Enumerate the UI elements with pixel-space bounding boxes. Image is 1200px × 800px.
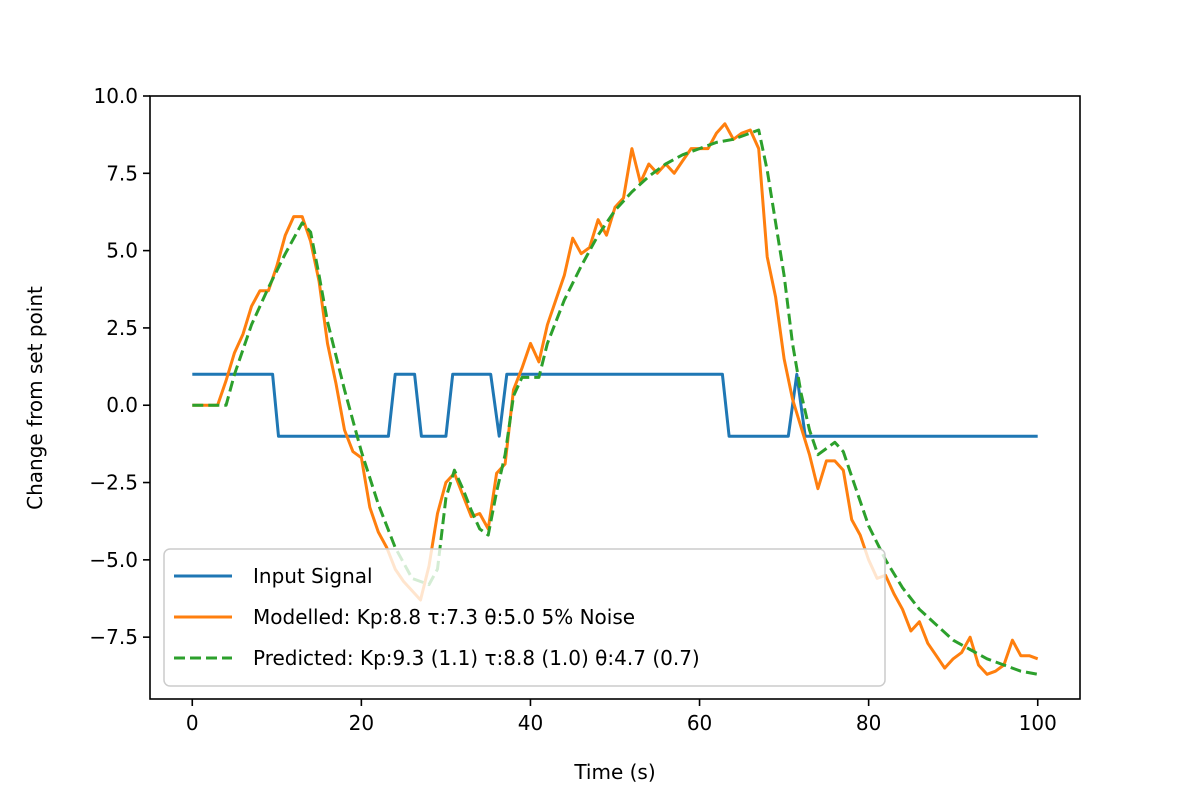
y-axis-label: Change from set point bbox=[23, 286, 47, 510]
y-tick-label: 5.0 bbox=[106, 239, 138, 263]
x-axis-label: Time (s) bbox=[573, 760, 655, 784]
x-tick-label: 40 bbox=[518, 711, 543, 735]
y-tick-label: −2.5 bbox=[89, 471, 138, 495]
x-axis-ticks: 0 20 40 60 80 100 bbox=[186, 699, 1057, 735]
legend-entries: Input Signal Modelled: Kp:8.8 τ:7.3 θ:5.0… bbox=[174, 564, 700, 670]
legend-label-1: Input Signal bbox=[253, 564, 373, 588]
x-tick-label: 20 bbox=[349, 711, 374, 735]
y-tick-label: 10.0 bbox=[93, 84, 138, 108]
legend: Input Signal Modelled: Kp:8.8 τ:7.3 θ:5.0… bbox=[163, 548, 886, 687]
legend-box bbox=[163, 548, 886, 687]
x-tick-label: 80 bbox=[856, 711, 881, 735]
axes-frame bbox=[149, 95, 1081, 700]
x-tick-label: 0 bbox=[186, 711, 199, 735]
plot-lines bbox=[192, 122, 1039, 676]
x-tick-label: 60 bbox=[687, 711, 712, 735]
y-tick-label: 0.0 bbox=[106, 393, 138, 417]
y-tick-label: −7.5 bbox=[89, 625, 138, 649]
series-line-2 bbox=[192, 122, 1039, 676]
y-tick-label: −5.0 bbox=[89, 548, 138, 572]
y-tick-label: 2.5 bbox=[106, 316, 138, 340]
legend-label-3: Predicted: Kp:9.3 (1.1) τ:8.8 (1.0) θ:4.… bbox=[253, 646, 700, 670]
legend-label-2: Modelled: Kp:8.8 τ:7.3 θ:5.0 5% Noise bbox=[253, 605, 635, 629]
x-tick-label: 100 bbox=[1019, 711, 1057, 735]
y-tick-label: 7.5 bbox=[106, 161, 138, 185]
series-line-1 bbox=[192, 372, 1038, 438]
y-axis-ticks: −7.5 −5.0 −2.5 0.0 2.5 5.0 7.5 10.0 bbox=[89, 84, 150, 649]
